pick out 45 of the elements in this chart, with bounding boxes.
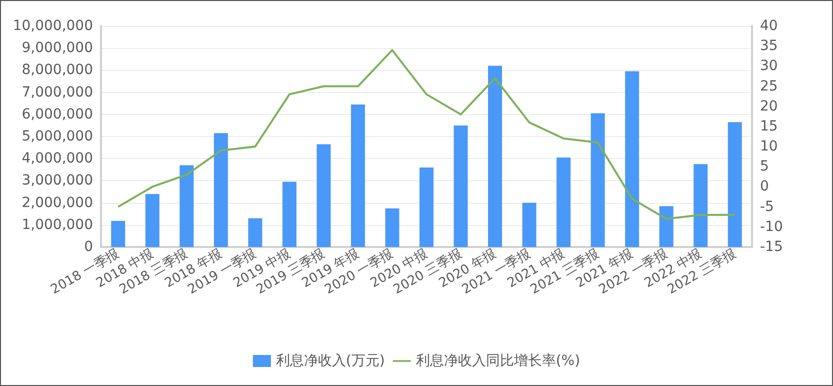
bar [590, 113, 605, 247]
y2-tick-label: 35 [760, 38, 778, 54]
y2-tick-label: -15 [760, 239, 783, 255]
y2-tick-label: 5 [760, 158, 769, 175]
bar [145, 194, 160, 247]
bar [728, 122, 742, 247]
y-tick-label: 6,000,000 [22, 106, 93, 122]
bar [316, 144, 331, 247]
y2-tick-label: 40 [760, 18, 778, 34]
y2-tick-label: -5 [760, 198, 774, 215]
legend-label: 利息净收入(万元) [276, 353, 385, 369]
y2-tick-label: 15 [760, 118, 778, 134]
bar [488, 66, 502, 247]
bar [420, 167, 434, 247]
y-tick-label: 10,000,000 [12, 18, 93, 34]
y-tick-label: 9,000,000 [22, 40, 93, 56]
bar [282, 182, 296, 247]
bar [385, 208, 400, 247]
y-tick-label: 7,000,000 [22, 84, 93, 100]
y2-tick-label: 30 [760, 58, 778, 74]
bar [111, 220, 126, 247]
bar [350, 104, 365, 247]
bar [522, 202, 536, 247]
bar [180, 165, 194, 247]
bar [454, 125, 468, 247]
y2-tick-label: 20 [760, 98, 778, 114]
bar [248, 218, 262, 247]
bar [556, 157, 571, 247]
y-tick-label: 8,000,000 [22, 62, 93, 78]
y-tick-label: 5,000,000 [22, 128, 93, 144]
y2-tick-label: 10 [760, 138, 778, 155]
y-tick-label: 1,000,000 [22, 216, 93, 233]
y2-tick-label: 25 [760, 78, 778, 94]
bar [214, 133, 228, 247]
y-tick-label: 3,000,000 [22, 172, 93, 189]
line-series [117, 49, 736, 220]
bar [694, 164, 708, 247]
y2-tick-label: 0 [760, 178, 769, 195]
legend-label: 利息净收入同比增长率(%) [416, 353, 580, 369]
y-tick-label: 2,000,000 [22, 194, 93, 211]
y2-tick-label: -10 [760, 218, 783, 235]
bar [659, 206, 674, 247]
y-tick-label: 0 [84, 239, 93, 255]
bar [625, 71, 640, 247]
y-tick-label: 4,000,000 [22, 150, 93, 167]
